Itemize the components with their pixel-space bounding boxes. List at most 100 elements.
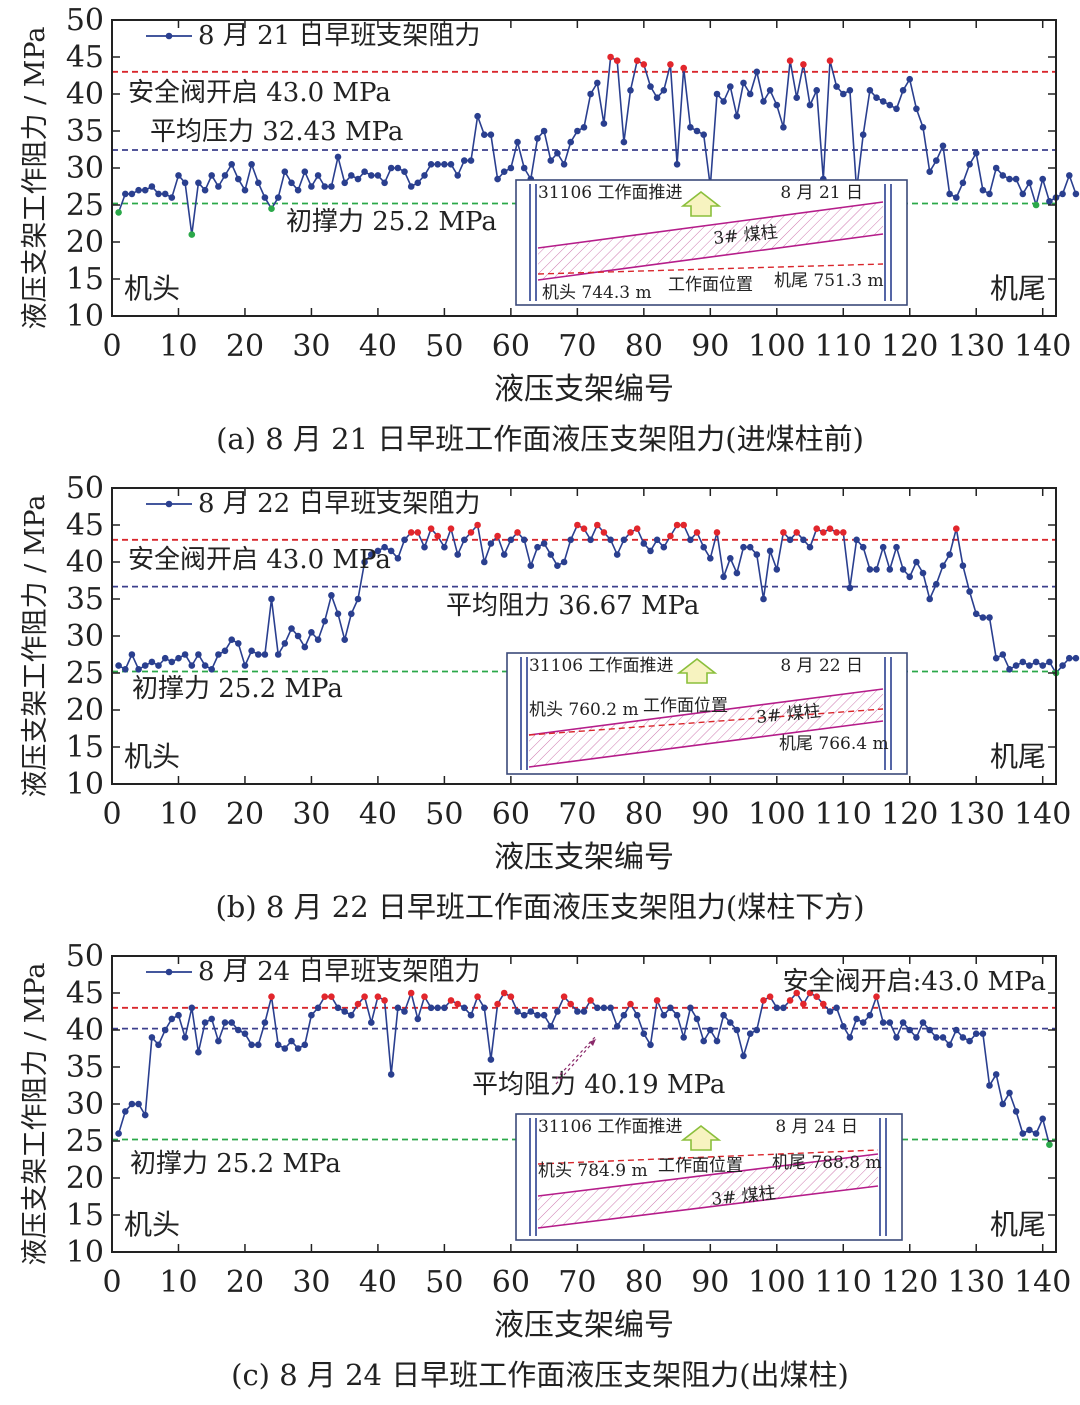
data-point xyxy=(361,558,368,566)
x-tick-label: 90 xyxy=(691,1265,729,1300)
coal-pillar-edge xyxy=(528,688,884,736)
data-point xyxy=(879,1019,887,1026)
data-point xyxy=(301,1041,309,1049)
data-point xyxy=(155,662,162,669)
data-point xyxy=(274,651,282,658)
data-point xyxy=(447,525,455,532)
data-point xyxy=(873,94,880,101)
y-axis-label: 液压支架工作阻力 / MPa xyxy=(20,495,51,798)
data-point xyxy=(1012,1108,1020,1115)
data-point xyxy=(308,629,315,636)
chart-c-svg: 0 10 20 30 40 50 60 70 80 90 100 110 120 130 140101520… xyxy=(20,939,1071,1392)
data-point xyxy=(441,161,448,168)
data-point xyxy=(281,640,289,647)
inset-diagram: 31106 工作面推进 8 月 21 日3# 煤柱机头 744.3 m 工作面位置机… xyxy=(515,179,908,306)
data-point xyxy=(500,168,508,175)
inset-tail-label: 机尾 788.8 m xyxy=(772,1153,882,1173)
data-point xyxy=(913,558,920,566)
data-point xyxy=(461,1004,468,1012)
data-point xyxy=(780,124,787,131)
advance-arrow-icon xyxy=(680,190,722,217)
data-point xyxy=(540,127,548,135)
data-point xyxy=(122,666,129,673)
data-point xyxy=(580,1008,588,1015)
data-point xyxy=(953,194,960,201)
data-point xyxy=(986,614,993,621)
data-point xyxy=(248,1041,255,1049)
y-tick-label: 50 xyxy=(66,939,104,974)
inset-push-label: 31106 工作面推进 xyxy=(538,1117,682,1137)
data-point xyxy=(221,1019,229,1026)
data-point xyxy=(427,161,435,168)
y-tick-label: 45 xyxy=(66,40,104,75)
data-point xyxy=(953,525,960,532)
data-point xyxy=(933,1034,940,1041)
data-point xyxy=(886,101,894,109)
reference-label-1: 平均阻力 36.67 MPa xyxy=(446,591,699,621)
data-point xyxy=(740,1052,747,1060)
data-point xyxy=(188,231,196,238)
data-point xyxy=(953,1026,960,1034)
data-point xyxy=(1026,179,1033,187)
data-point xyxy=(441,543,448,551)
data-point xyxy=(793,94,800,101)
data-point xyxy=(394,164,402,172)
data-point xyxy=(999,1100,1007,1108)
data-point xyxy=(1032,1130,1040,1137)
data-point xyxy=(221,647,229,655)
x-tick-label: 110 xyxy=(815,1265,872,1300)
data-point xyxy=(966,161,973,168)
data-point xyxy=(873,566,880,573)
x-tick-label: 40 xyxy=(359,797,397,832)
coal-pillar-edge xyxy=(528,720,884,768)
data-point xyxy=(301,643,309,651)
data-point xyxy=(979,614,987,621)
data-point xyxy=(560,161,568,168)
data-point xyxy=(434,532,442,540)
x-tick-label: 60 xyxy=(492,1265,530,1300)
data-point xyxy=(574,1008,581,1015)
data-point xyxy=(208,666,215,673)
data-point xyxy=(1032,201,1040,209)
x-tick-label: 80 xyxy=(625,1265,663,1300)
data-point xyxy=(188,662,196,669)
data-point xyxy=(966,588,973,595)
y-tick-label: 40 xyxy=(66,1013,104,1048)
data-point xyxy=(780,1004,787,1012)
data-point xyxy=(627,87,634,94)
x-tick-label: 120 xyxy=(881,1265,938,1300)
y-tick-label: 20 xyxy=(66,225,104,260)
data-point xyxy=(314,636,322,643)
data-point xyxy=(992,164,1000,172)
data-point xyxy=(773,566,781,573)
data-point xyxy=(261,1019,269,1026)
inset-date: 8 月 21 日 xyxy=(780,183,863,203)
x-tick-label: 30 xyxy=(292,797,330,832)
data-point xyxy=(979,186,987,194)
data-point xyxy=(574,127,581,135)
x-tick-label: 120 xyxy=(881,329,938,364)
inset-head-label: 机头 760.2 m xyxy=(529,700,639,720)
data-point xyxy=(673,161,681,168)
data-point xyxy=(972,610,980,618)
data-point xyxy=(720,1011,727,1019)
y-tick-label: 30 xyxy=(66,619,104,654)
x-tick-label: 50 xyxy=(425,329,463,364)
data-point xyxy=(660,543,668,551)
data-point xyxy=(474,521,481,529)
data-point xyxy=(926,168,933,175)
data-point xyxy=(500,989,508,997)
inset-face-label: 工作面位置 xyxy=(658,1156,743,1176)
average-pointer xyxy=(555,1038,597,1085)
data-point xyxy=(115,1130,122,1137)
data-point xyxy=(620,138,628,146)
data-point xyxy=(846,87,854,94)
data-point xyxy=(879,98,887,105)
data-point xyxy=(308,183,315,190)
inset-push-label: 31106 工作面推进 xyxy=(529,656,673,676)
data-point xyxy=(547,551,555,558)
data-point xyxy=(700,543,707,551)
data-point xyxy=(407,529,415,536)
reference-label-2: 初撑力 25.2 MPa xyxy=(130,1149,341,1179)
data-point xyxy=(633,57,641,64)
